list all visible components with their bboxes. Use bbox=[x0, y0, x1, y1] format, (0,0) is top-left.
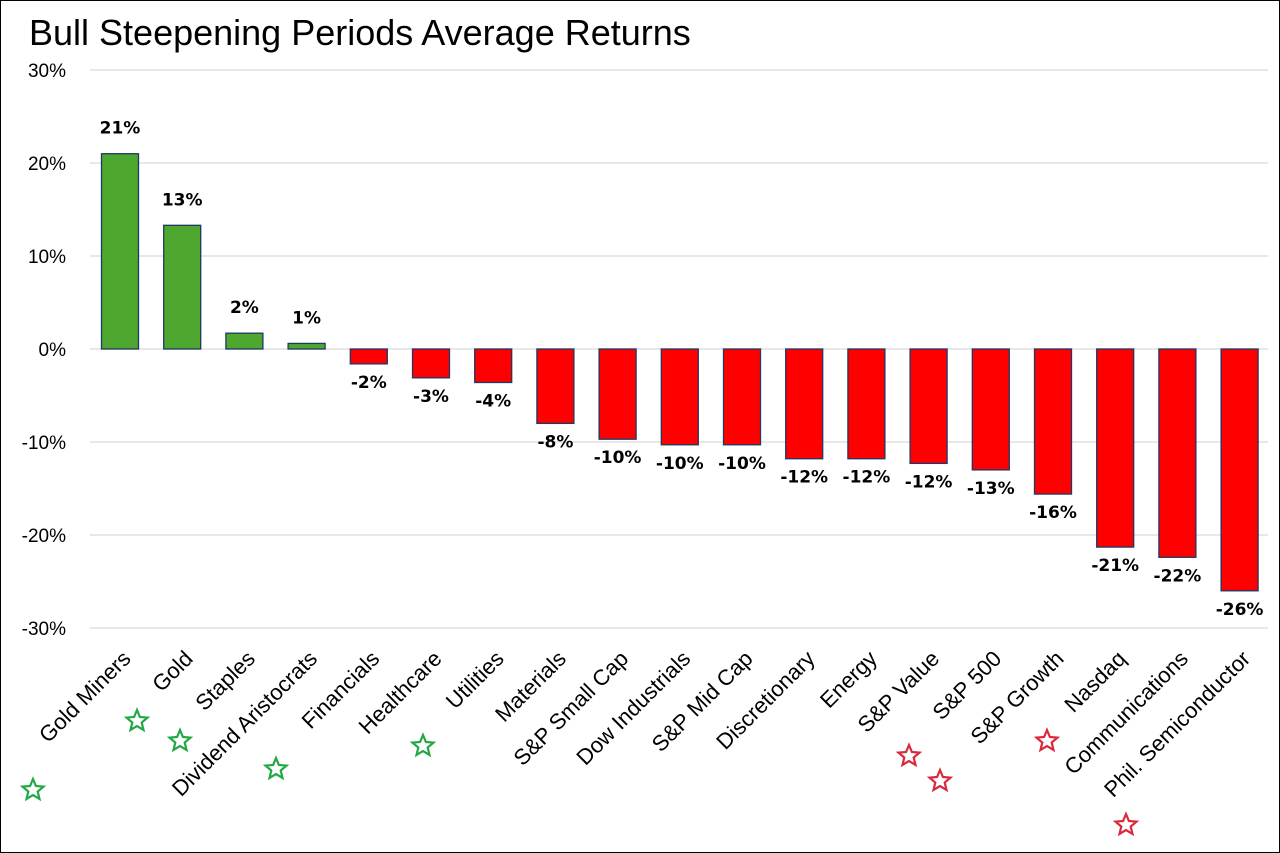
bar bbox=[598, 348, 637, 440]
data-label: -10% bbox=[594, 448, 642, 468]
bar bbox=[287, 342, 326, 350]
bar bbox=[411, 348, 451, 379]
star-icon bbox=[409, 732, 437, 758]
data-label: -12% bbox=[905, 472, 953, 492]
bar bbox=[536, 348, 575, 425]
x-axis-label: Gold Miners bbox=[34, 646, 136, 748]
star-icon bbox=[926, 767, 954, 793]
bar bbox=[785, 348, 824, 460]
bar bbox=[474, 348, 513, 384]
star-icon bbox=[19, 776, 47, 802]
data-label: -10% bbox=[718, 454, 766, 474]
bar bbox=[660, 348, 699, 446]
data-label: -13% bbox=[967, 479, 1015, 499]
data-label: -2% bbox=[351, 373, 387, 393]
bar bbox=[1033, 348, 1073, 495]
bar bbox=[100, 153, 140, 350]
data-label: -8% bbox=[537, 432, 573, 452]
bar bbox=[349, 348, 388, 365]
y-tick-label: -10% bbox=[22, 433, 66, 454]
data-label: -22% bbox=[1154, 566, 1202, 586]
data-label: 13% bbox=[162, 190, 203, 210]
chart-title: Bull Steepening Periods Average Returns bbox=[29, 12, 691, 53]
data-labels: 21% 13% 2% 1% -2% -3% -4% -8% -10% -10% -10% -12% -1… bbox=[100, 119, 1264, 620]
star-icon bbox=[1033, 727, 1061, 753]
data-label: -10% bbox=[656, 454, 704, 474]
data-label: -12% bbox=[843, 468, 891, 488]
y-tick-label: -20% bbox=[22, 526, 66, 547]
data-label: -12% bbox=[780, 468, 828, 488]
data-label: -26% bbox=[1216, 600, 1264, 620]
y-tick-label: -30% bbox=[22, 619, 66, 640]
bar bbox=[1220, 348, 1259, 592]
data-label: -21% bbox=[1091, 556, 1139, 576]
y-tick-label: 0% bbox=[39, 340, 67, 361]
y-tick-label: 30% bbox=[28, 61, 66, 82]
bar bbox=[163, 224, 202, 350]
star-icon bbox=[123, 707, 151, 733]
bar bbox=[1158, 348, 1197, 558]
bars bbox=[100, 153, 1259, 592]
star-markers bbox=[19, 707, 1140, 837]
bar bbox=[847, 348, 886, 460]
star-icon bbox=[1112, 811, 1140, 837]
data-label: 1% bbox=[292, 308, 321, 328]
y-axis-ticks: 30% 20% 10% 0% -10% -20% -30% bbox=[22, 61, 66, 640]
data-label: -16% bbox=[1029, 503, 1077, 523]
bar bbox=[722, 348, 762, 446]
y-tick-label: 10% bbox=[28, 247, 66, 268]
data-label: 2% bbox=[230, 298, 259, 318]
bar bbox=[909, 348, 948, 465]
star-icon bbox=[166, 727, 194, 753]
star-icon bbox=[262, 755, 290, 781]
data-label: -3% bbox=[413, 387, 449, 407]
data-label: -4% bbox=[475, 391, 511, 411]
bar bbox=[1096, 348, 1135, 548]
x-axis-label: Gold bbox=[147, 646, 198, 697]
bar bbox=[225, 332, 264, 350]
bar bbox=[971, 348, 1010, 471]
data-label: 21% bbox=[100, 119, 141, 139]
star-icon bbox=[895, 742, 923, 768]
y-tick-label: 20% bbox=[28, 154, 66, 175]
